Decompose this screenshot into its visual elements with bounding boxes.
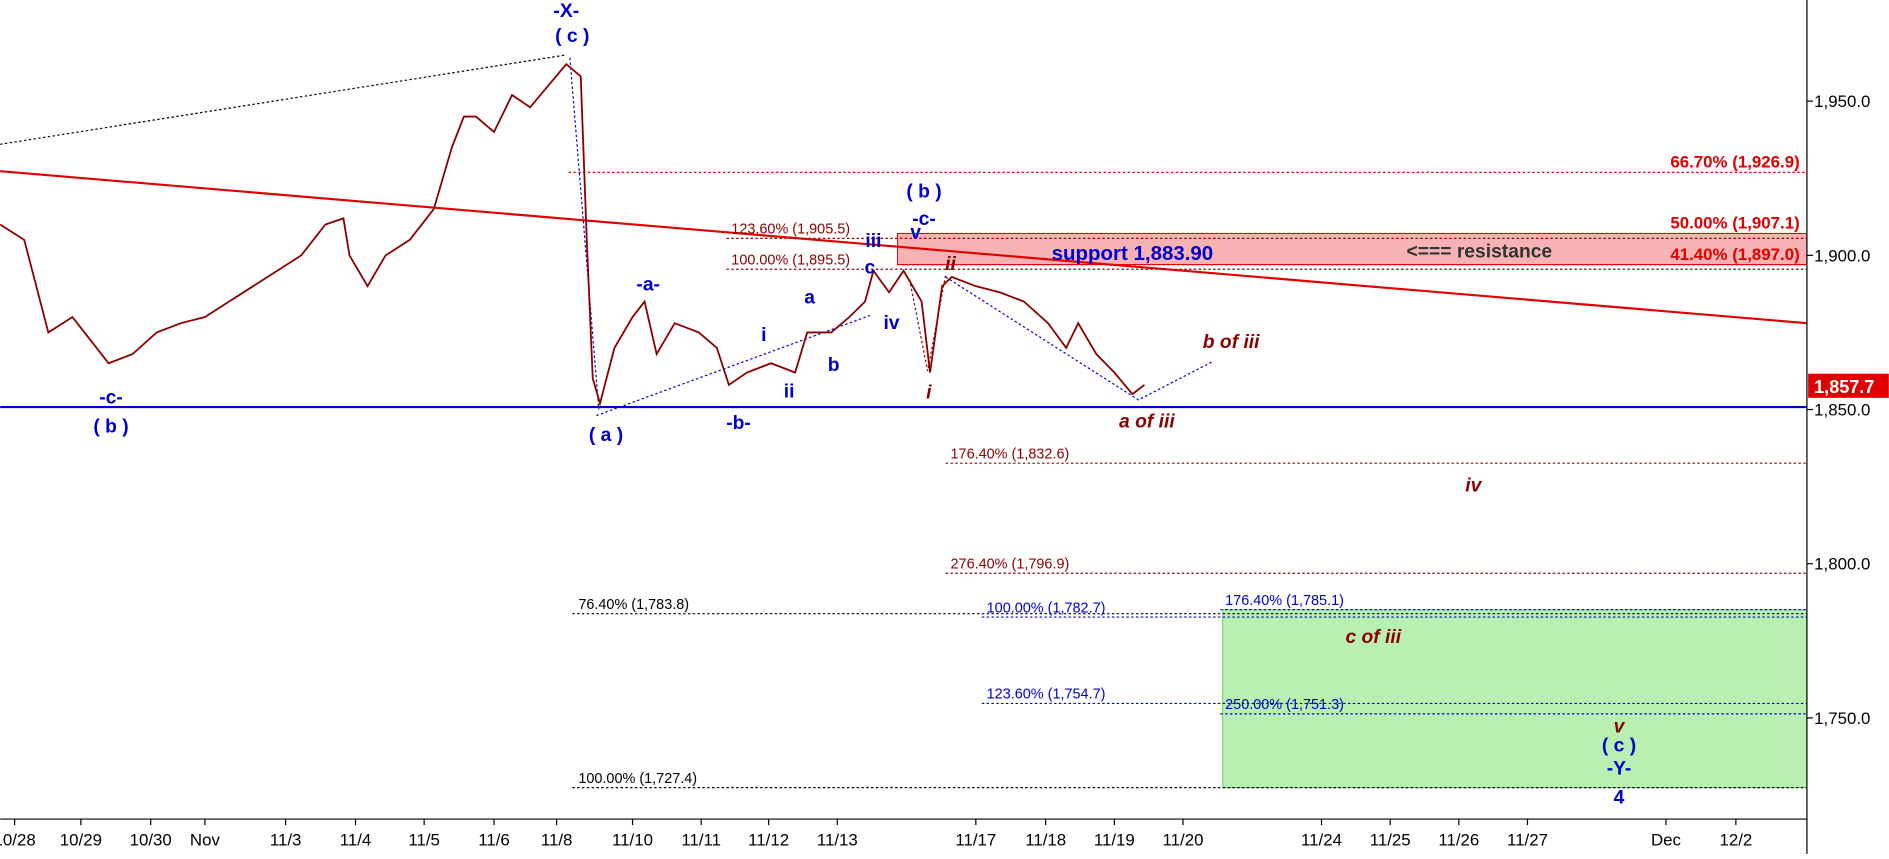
last-price-label: 1,857.7 [1814, 377, 1874, 397]
x-tick-label: 11/18 [1025, 831, 1066, 850]
level-label: 100.00% (1,782.7) [987, 600, 1106, 616]
wave-label: ii [945, 254, 956, 275]
channel-line [0, 54, 567, 145]
level-label: 176.40% (1,832.6) [951, 446, 1070, 462]
level-label: 176.40% (1,785.1) [1225, 593, 1344, 609]
axes: 1,750.0 1,800.0 1,850.0 1,900.0 1,950.0 10/28… [0, 92, 1889, 850]
wave-label: iv [883, 313, 899, 334]
wave-line [945, 276, 1214, 401]
x-tick-label: 10/30 [130, 831, 172, 850]
wave-label: ii [784, 381, 795, 402]
wave-label: ( a ) [589, 425, 623, 446]
x-tick-label: 11/11 [681, 831, 721, 850]
wave-label: -Y- [1607, 759, 1632, 780]
wave-label: 4 [1614, 787, 1625, 808]
x-tick-label: Dec [1651, 831, 1681, 850]
level-label: 123.60% (1,754.7) [987, 687, 1106, 703]
wave-label: -X- [553, 1, 579, 22]
annotations: <=== resistance support 1,883.90 66.70% (1… [93, 1, 1799, 809]
y-tick-label: 1,800.0 [1814, 555, 1870, 574]
wave-line [908, 274, 947, 372]
x-tick-label: 11/24 [1301, 831, 1342, 850]
level-label: 123.60% (1,905.5) [731, 222, 850, 238]
wave-label: ( b ) [93, 416, 128, 437]
price-line [0, 62, 1145, 407]
x-tick-label: 10/29 [60, 831, 102, 850]
wave-label: ( b ) [906, 182, 941, 203]
wave-label: a [804, 288, 815, 309]
x-tick-label: 11/10 [612, 831, 653, 850]
x-tick-label: 11/4 [340, 831, 372, 850]
wave-label: i [761, 325, 766, 346]
wave-label: ( c ) [555, 26, 589, 47]
level-label: 50.00% (1,907.1) [1670, 214, 1799, 233]
wave-label: i [926, 383, 932, 404]
wave-label: -c- [99, 388, 123, 409]
wave-label: c of iii [1345, 627, 1401, 648]
wave-label: -c- [912, 209, 936, 230]
x-tick-label: Nov [190, 831, 221, 850]
x-tick-label: 11/8 [541, 831, 573, 850]
wave-label: c [864, 257, 875, 278]
levels [568, 171, 1807, 789]
trendline [0, 170, 1808, 325]
x-tick-label: 10/28 [0, 831, 36, 850]
wave-label: iii [865, 231, 881, 252]
level-label: 100.00% (1,895.5) [731, 252, 850, 268]
price [0, 62, 1145, 407]
wave-label: -b- [726, 413, 751, 434]
level-label: 76.40% (1,783.8) [578, 597, 689, 613]
y-tick-label: 1,750.0 [1814, 709, 1870, 728]
y-tick-label: 1,950.0 [1814, 92, 1870, 111]
zone-label: <=== resistance [1406, 241, 1552, 262]
level-label: 250.00% (1,751.3) [1225, 697, 1344, 713]
x-tick-label: 11/25 [1370, 831, 1411, 850]
wave-label: a of iii [1119, 412, 1175, 433]
x-tick-label: 11/5 [408, 831, 440, 850]
wave-label: ( c ) [1602, 736, 1636, 757]
y-tick-label: 1,850.0 [1814, 401, 1870, 420]
x-tick-label: 11/17 [955, 831, 996, 850]
x-tick-label: 11/12 [748, 831, 789, 850]
level-label: 100.00% (1,727.4) [578, 771, 697, 787]
support-text: support 1,883.90 [1052, 242, 1214, 265]
wave-label: b of iii [1203, 332, 1260, 353]
wave-label: v [1614, 716, 1626, 737]
wave-line [569, 57, 600, 410]
x-tick-label: 11/6 [478, 831, 510, 850]
wave-label: -a- [636, 274, 660, 295]
x-tick-label: 11/20 [1163, 831, 1204, 850]
lines [0, 54, 1808, 409]
wave-label: b [828, 355, 840, 376]
y-tick-label: 1,900.0 [1814, 246, 1870, 265]
x-tick-label: 11/13 [817, 831, 858, 850]
level-label: 276.40% (1,796.9) [951, 556, 1070, 572]
x-tick-label: 11/3 [270, 831, 302, 850]
wave-label: v [910, 222, 921, 243]
wave-label: iv [1465, 475, 1482, 496]
level-label: 41.40% (1,897.0) [1670, 245, 1799, 264]
x-tick-label: 12/2 [1719, 831, 1752, 850]
x-tick-label: 11/19 [1094, 831, 1135, 850]
x-tick-label: 11/27 [1507, 831, 1548, 850]
last-price-tag [1808, 373, 1889, 398]
x-tick-label: 11/26 [1438, 831, 1479, 850]
level-label: 66.70% (1,926.9) [1670, 153, 1799, 172]
